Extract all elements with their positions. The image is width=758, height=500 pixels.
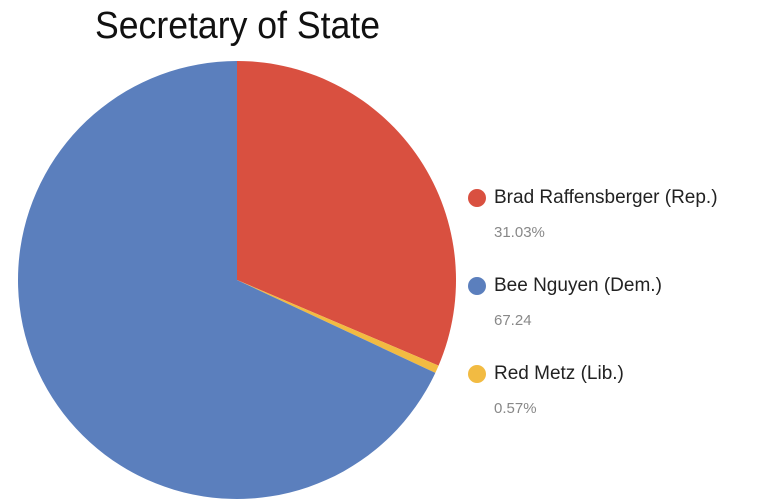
pie-slice (17, 61, 436, 499)
pie-slice (237, 61, 456, 366)
legend-marker (468, 365, 486, 383)
value-label: 67.24 (494, 312, 532, 329)
value-label: 0.57% (494, 400, 537, 417)
legend-label: Brad Raffensberger (Rep.) (494, 187, 718, 208)
value-label: 31.03% (494, 224, 545, 241)
chart-title: Secretary of State (95, 5, 380, 47)
pie-slice (237, 280, 439, 373)
legend-marker (468, 277, 486, 295)
legend-label: Red Metz (Lib.) (494, 363, 624, 384)
legend-label: Bee Nguyen (Dem.) (494, 275, 662, 296)
legend-marker (468, 189, 486, 207)
